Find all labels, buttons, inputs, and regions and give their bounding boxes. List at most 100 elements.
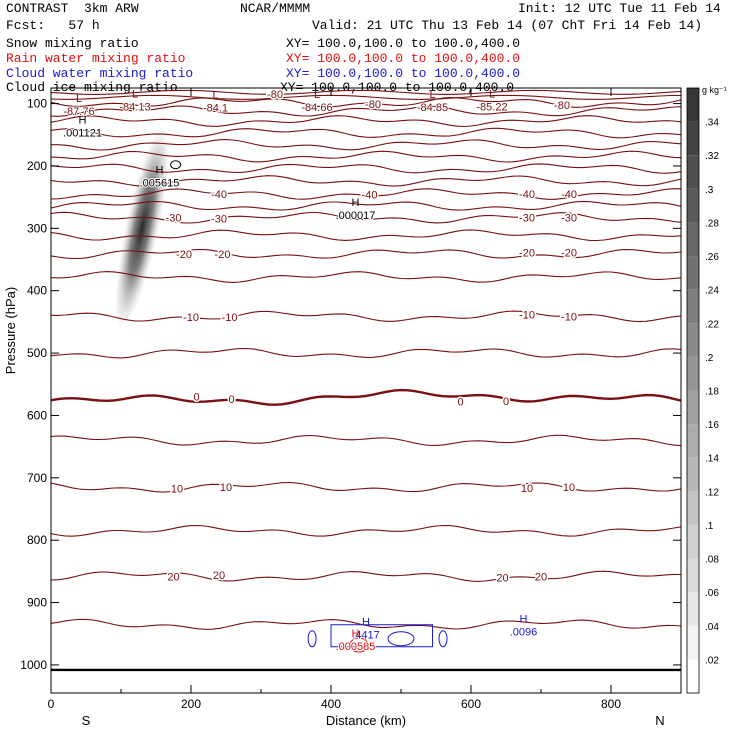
- valid-time: Valid: 21 UTC Thu 13 Feb 14 (07 ChT Fri …: [312, 18, 703, 33]
- isotherm-label: -80: [554, 100, 570, 112]
- isotherm-label: -40: [519, 189, 535, 201]
- rain-water-contour: [349, 637, 369, 653]
- extremum-value: -87.76: [63, 106, 94, 118]
- x-axis-title: Distance (km): [326, 713, 406, 728]
- isotherm-label: -10: [519, 309, 535, 321]
- y-tick-label: 100: [27, 97, 47, 111]
- field-cloudwater-xy: XY= 100.0,100.0 to 100.0,400.0: [286, 66, 521, 81]
- colorbar-bin: [687, 188, 699, 223]
- isotherm-label: -20: [561, 248, 577, 260]
- y-tick-label: 1000: [20, 658, 47, 672]
- extremum-value: -84.66: [301, 102, 332, 114]
- extremum-value: -84.1: [203, 103, 228, 115]
- isotherm-label: -30: [561, 213, 577, 225]
- colorbar-bin: [687, 625, 699, 660]
- colorbar-tick-label: .06: [705, 588, 719, 599]
- isotherm-label: -80: [365, 99, 381, 111]
- isotherm-label: -40: [561, 189, 577, 201]
- colorbar-tick-label: .28: [705, 218, 719, 229]
- isotherm-label: -20: [215, 249, 231, 261]
- y-tick-label: 800: [27, 533, 47, 547]
- x-tick-label: 200: [181, 697, 201, 711]
- extremum-value: .001121: [63, 128, 102, 140]
- isotherm--40: [51, 188, 681, 200]
- isotherm-label: 20: [213, 570, 225, 582]
- isotherm--15: [51, 271, 681, 283]
- isotherm-25: [51, 618, 681, 630]
- field-cloudwater-name: Cloud water mixing ratio: [6, 66, 194, 81]
- isotherm-upper: [51, 94, 681, 100]
- cloud-water-contour: [387, 631, 415, 647]
- init-time: Init: 12 UTC Tue 11 Feb 14: [518, 1, 721, 16]
- colorbar-tick-label: .3: [705, 185, 714, 196]
- colorbar-tick-label: .34: [705, 118, 719, 129]
- isotherm-label: -10: [561, 311, 577, 323]
- isotherm--20: [51, 248, 681, 260]
- org-label: NCAR/MMMM: [240, 1, 311, 16]
- extremum-value: -85.22: [476, 101, 507, 113]
- colorbar-tick-label: .18: [705, 387, 719, 398]
- colorbar-bin: [687, 424, 699, 458]
- y-axis-title: Pressure (hPa): [3, 287, 18, 374]
- extremum-marker: L: [76, 93, 82, 105]
- extremum-marker: H: [352, 197, 360, 209]
- isotherm-label: 10: [220, 482, 232, 494]
- colorbar-tick-label: .1: [705, 521, 714, 532]
- forecast-hour: Fcst: 57 h: [6, 18, 100, 33]
- isotherm-label: 20: [167, 571, 179, 583]
- isotherm-label: 10: [171, 483, 183, 495]
- y-tick-label: 600: [27, 408, 47, 422]
- y-tick-label: 200: [27, 159, 47, 173]
- isotherm-label: -30: [211, 213, 227, 225]
- colorbar-bin: [687, 121, 699, 156]
- colorbar-bin: [687, 289, 699, 324]
- field-rain-xy: XY= 100.0,100.0 to 100.0,400.0: [286, 51, 521, 66]
- extremum-marker: L: [132, 88, 138, 100]
- isotherm--70: [51, 115, 681, 128]
- plot-frame: [50, 87, 682, 694]
- colorbar-bin: [687, 592, 699, 626]
- extremum-marker: L: [314, 89, 320, 101]
- colorbar-tick-label: .16: [705, 420, 719, 431]
- isotherm--50: [51, 163, 681, 174]
- x-tick-label: 0: [48, 697, 55, 711]
- isotherm-label: 0: [229, 394, 235, 406]
- colorbar-bin: [687, 457, 699, 492]
- isotherm-label: -30: [519, 213, 535, 225]
- extremum-value: .005615: [140, 178, 180, 190]
- colorbar-bin: [687, 524, 699, 559]
- extremum-marker: H: [352, 628, 360, 640]
- isotherm--5: [51, 347, 681, 359]
- isotherm-10: [51, 481, 681, 493]
- colorbar-unit: g kg⁻¹: [702, 85, 727, 95]
- isotherm--10: [51, 310, 681, 323]
- isotherm--45: [51, 175, 681, 187]
- north-label: N: [655, 713, 664, 728]
- colorbar-tick-label: .22: [705, 319, 719, 330]
- extremum-marker: H: [362, 617, 370, 629]
- y-tick-label: 300: [27, 221, 47, 235]
- colorbar-frame: [686, 87, 700, 694]
- extremum-value: .0096: [510, 627, 538, 639]
- isotherm-label: -40: [211, 189, 227, 201]
- extremum-marker: H: [520, 614, 528, 626]
- colorbar-tick-label: .14: [705, 454, 719, 465]
- isotherm-label: -40: [362, 190, 378, 202]
- colorbar-bin: [687, 390, 699, 425]
- isotherm-label: 0: [194, 392, 200, 404]
- colorbar-tick-label: .32: [705, 151, 719, 162]
- isotherm--30: [51, 211, 681, 224]
- isotherm-label: -20: [176, 249, 192, 261]
- colorbar-tick-label: .02: [705, 655, 719, 666]
- colorbar-bin: [687, 88, 699, 122]
- field-rain-name: Rain water mixing ratio: [6, 51, 186, 66]
- isotherm-label: -10: [183, 312, 199, 324]
- extremum-value: -84.85: [417, 102, 448, 114]
- y-tick-label: 500: [27, 346, 47, 360]
- colorbar-tick-label: .2: [705, 353, 714, 364]
- extremum-value: -84.13: [119, 101, 150, 113]
- y-tick-label: 700: [27, 471, 47, 485]
- x-tick-label: 600: [461, 697, 481, 711]
- colorbar-bin: [687, 491, 699, 525]
